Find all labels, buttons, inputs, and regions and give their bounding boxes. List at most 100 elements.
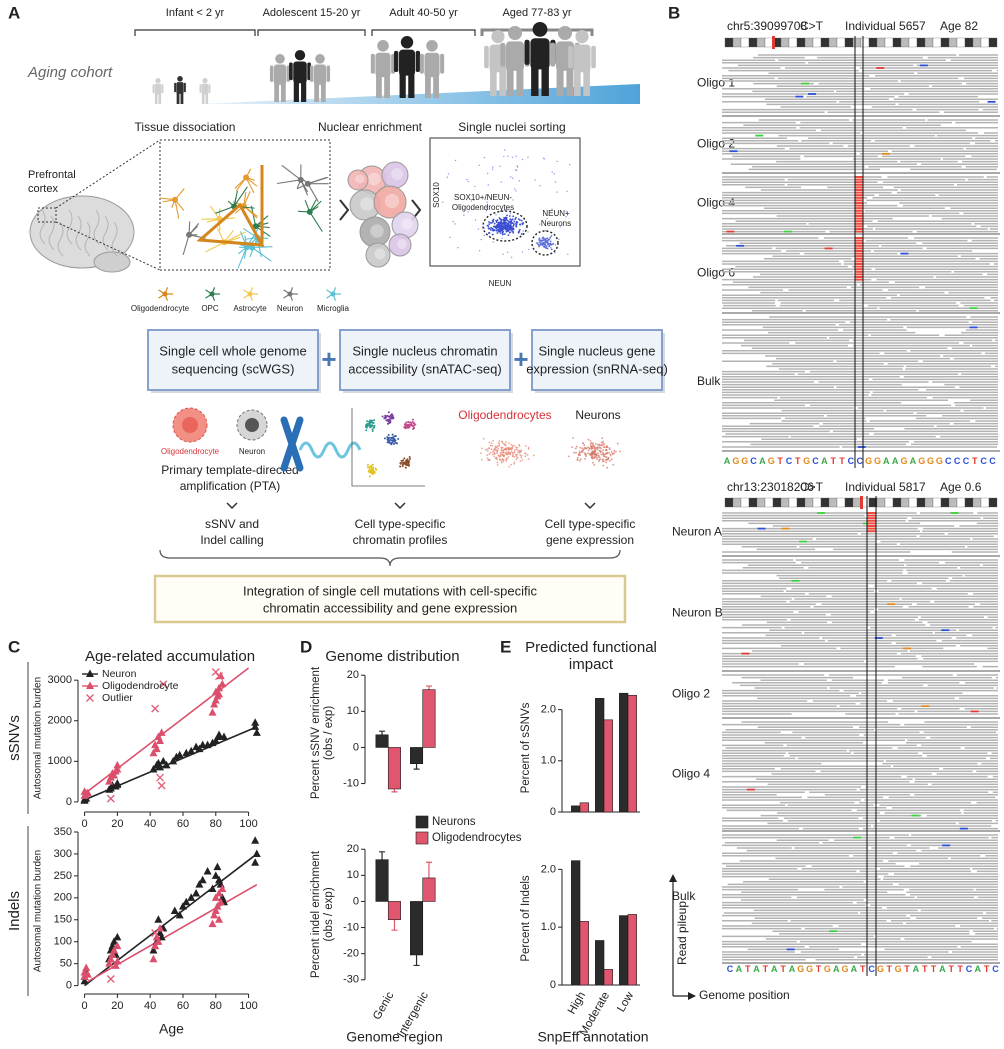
tsne-dot	[408, 456, 411, 459]
step-label: Tissue dissociation	[135, 120, 236, 134]
facs-dot	[539, 185, 541, 187]
facs-dot	[508, 215, 511, 217]
cell-process	[307, 176, 329, 185]
leg	[506, 68, 514, 96]
base: G	[865, 456, 872, 466]
expr-dot	[591, 453, 593, 456]
read-pileup	[722, 721, 998, 830]
facs-dot	[508, 223, 511, 225]
expr-dot	[593, 457, 596, 459]
point	[105, 777, 114, 785]
facs-dot	[495, 229, 498, 232]
facs-dot	[538, 237, 541, 240]
point	[203, 867, 212, 875]
read-pileup	[722, 512, 998, 553]
facs-dot	[511, 156, 514, 159]
tsne-dot	[394, 441, 397, 444]
point	[113, 941, 122, 950]
facs-dot	[566, 190, 568, 192]
facs-dot	[502, 253, 504, 256]
fit-line	[84, 853, 258, 987]
leg	[583, 69, 590, 96]
ideogram-band	[940, 497, 950, 508]
y-tick-label: 10	[347, 869, 359, 881]
facs-dot	[541, 240, 543, 242]
tsne-dot	[386, 441, 389, 444]
point	[106, 773, 115, 781]
ideogram-band	[924, 37, 934, 48]
arm	[269, 65, 274, 82]
tsne-dot	[406, 426, 409, 429]
facs-dot	[504, 224, 506, 227]
tsne-dot	[371, 430, 374, 433]
leg	[314, 82, 320, 102]
panel-label: A	[8, 3, 20, 22]
x-tick-label: High	[566, 990, 588, 1016]
tsne-dot	[404, 466, 407, 469]
ideogram-band	[756, 37, 766, 48]
expr-dot	[596, 446, 599, 449]
chart-title: impact	[569, 656, 614, 673]
cell-icon	[287, 291, 293, 297]
cell-process	[252, 246, 273, 249]
expr-dot	[598, 456, 601, 458]
expr-dot	[505, 460, 508, 462]
y-tick-label: -30	[343, 974, 359, 986]
facs-dot	[489, 229, 492, 231]
facs-dot	[520, 219, 523, 222]
expr-dot	[504, 443, 506, 446]
locus-header: Age 82	[940, 19, 978, 33]
x-tick-label: 80	[210, 818, 222, 830]
leg	[205, 93, 209, 104]
point	[156, 773, 165, 782]
point	[251, 718, 260, 726]
facs-dot	[506, 225, 509, 228]
expr-dot	[574, 447, 577, 450]
output-label: chromatin profiles	[353, 533, 448, 547]
facs-dot	[514, 222, 517, 225]
ideogram-band	[956, 497, 966, 508]
ideogram-band	[964, 37, 974, 48]
expr-dot	[579, 446, 582, 449]
facs-dot	[522, 222, 525, 224]
legend-label: Neuron	[102, 668, 137, 680]
facs-dot	[553, 173, 555, 175]
base: C	[786, 456, 793, 466]
nucleus-core	[370, 224, 384, 238]
ideogram-band	[884, 497, 894, 508]
facs-dot	[466, 178, 468, 181]
head	[377, 40, 389, 52]
facs-dot	[454, 159, 457, 162]
expr-dot	[584, 452, 586, 455]
base: A	[939, 964, 946, 974]
facs-dot	[506, 251, 509, 254]
expr-dot	[504, 451, 507, 454]
point	[208, 919, 217, 928]
y-tick-label: 1.0	[541, 755, 556, 767]
facs-dot	[515, 155, 517, 158]
expr-dot	[594, 455, 597, 458]
expr-dot	[593, 453, 596, 455]
expr-dot	[513, 461, 516, 464]
base: G	[741, 456, 748, 466]
brain-fold	[102, 215, 109, 251]
expr-dot	[597, 456, 600, 459]
arm	[208, 84, 211, 94]
point	[198, 875, 207, 884]
point	[182, 897, 191, 906]
point	[203, 740, 212, 749]
facs-dot	[501, 237, 503, 239]
ideogram-band	[836, 37, 846, 48]
base: G	[842, 964, 849, 974]
expr-dot	[489, 451, 492, 454]
point	[208, 884, 217, 893]
facs-dot	[473, 199, 475, 201]
y-tick-label: 10	[347, 705, 359, 717]
tsne-dot	[371, 468, 374, 471]
track-label: Oligo 4	[672, 767, 710, 781]
tsne-dot	[405, 461, 408, 464]
tsne-dot	[388, 436, 391, 439]
arm	[484, 45, 489, 69]
facs-dot	[510, 256, 513, 259]
expr-dot	[504, 441, 507, 443]
